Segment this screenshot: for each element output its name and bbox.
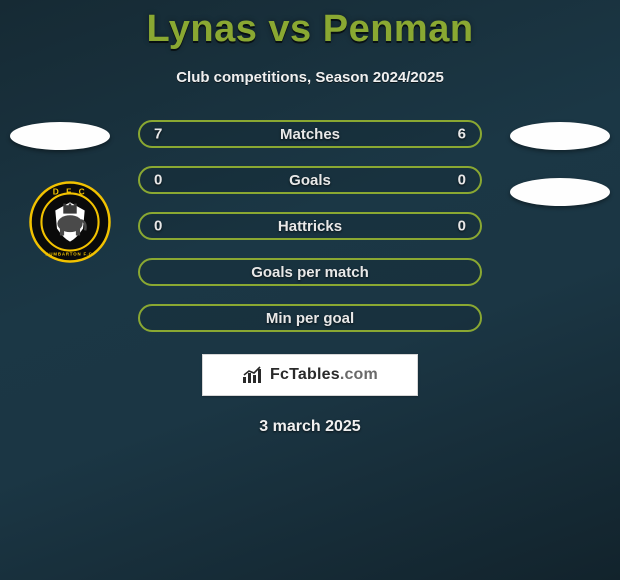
stat-label: Goals xyxy=(289,172,331,189)
stat-row-goals-per-match: Goals per match xyxy=(138,258,482,286)
stat-row-hattricks: 0 Hattricks 0 xyxy=(138,212,482,240)
brand-suffix: .com xyxy=(340,366,378,383)
badge-bottom-text: DUMBARTON F.C. xyxy=(45,252,94,257)
stat-row-matches: 7 Matches 6 xyxy=(138,120,482,148)
player2-photo-placeholder-2 xyxy=(510,178,610,206)
stat-left-value: 7 xyxy=(154,126,162,143)
stat-row-min-per-goal: Min per goal xyxy=(138,304,482,332)
club-badge: D F C DUMBARTON F.C. xyxy=(28,180,112,264)
generated-date: 3 march 2025 xyxy=(0,418,620,436)
brand-text: FcTables.com xyxy=(270,366,378,384)
stat-left-value: 0 xyxy=(154,218,162,235)
bar-chart-icon xyxy=(242,366,264,384)
brand-attribution: FcTables.com xyxy=(202,354,418,396)
stat-right-value: 6 xyxy=(458,126,466,143)
badge-top-text: D F C xyxy=(53,186,87,196)
page-title: Lynas vs Penman xyxy=(0,0,620,51)
player1-photo-placeholder xyxy=(10,122,110,150)
player2-photo-placeholder xyxy=(510,122,610,150)
stat-row-goals: 0 Goals 0 xyxy=(138,166,482,194)
brand-name: FcTables xyxy=(270,366,340,383)
stat-label: Matches xyxy=(280,126,340,143)
stat-left-value: 0 xyxy=(154,172,162,189)
subtitle: Club competitions, Season 2024/2025 xyxy=(0,69,620,86)
stat-right-value: 0 xyxy=(458,218,466,235)
stat-label: Goals per match xyxy=(251,264,369,281)
stat-right-value: 0 xyxy=(458,172,466,189)
stat-label: Min per goal xyxy=(266,310,354,327)
stat-label: Hattricks xyxy=(278,218,342,235)
